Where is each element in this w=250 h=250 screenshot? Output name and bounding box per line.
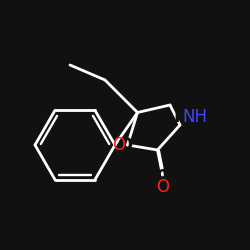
Text: O: O [118, 136, 132, 154]
Text: O: O [112, 136, 125, 154]
Text: O: O [155, 168, 170, 186]
Text: O: O [156, 178, 169, 196]
Text: NH: NH [174, 108, 204, 126]
Text: NH: NH [182, 108, 208, 126]
